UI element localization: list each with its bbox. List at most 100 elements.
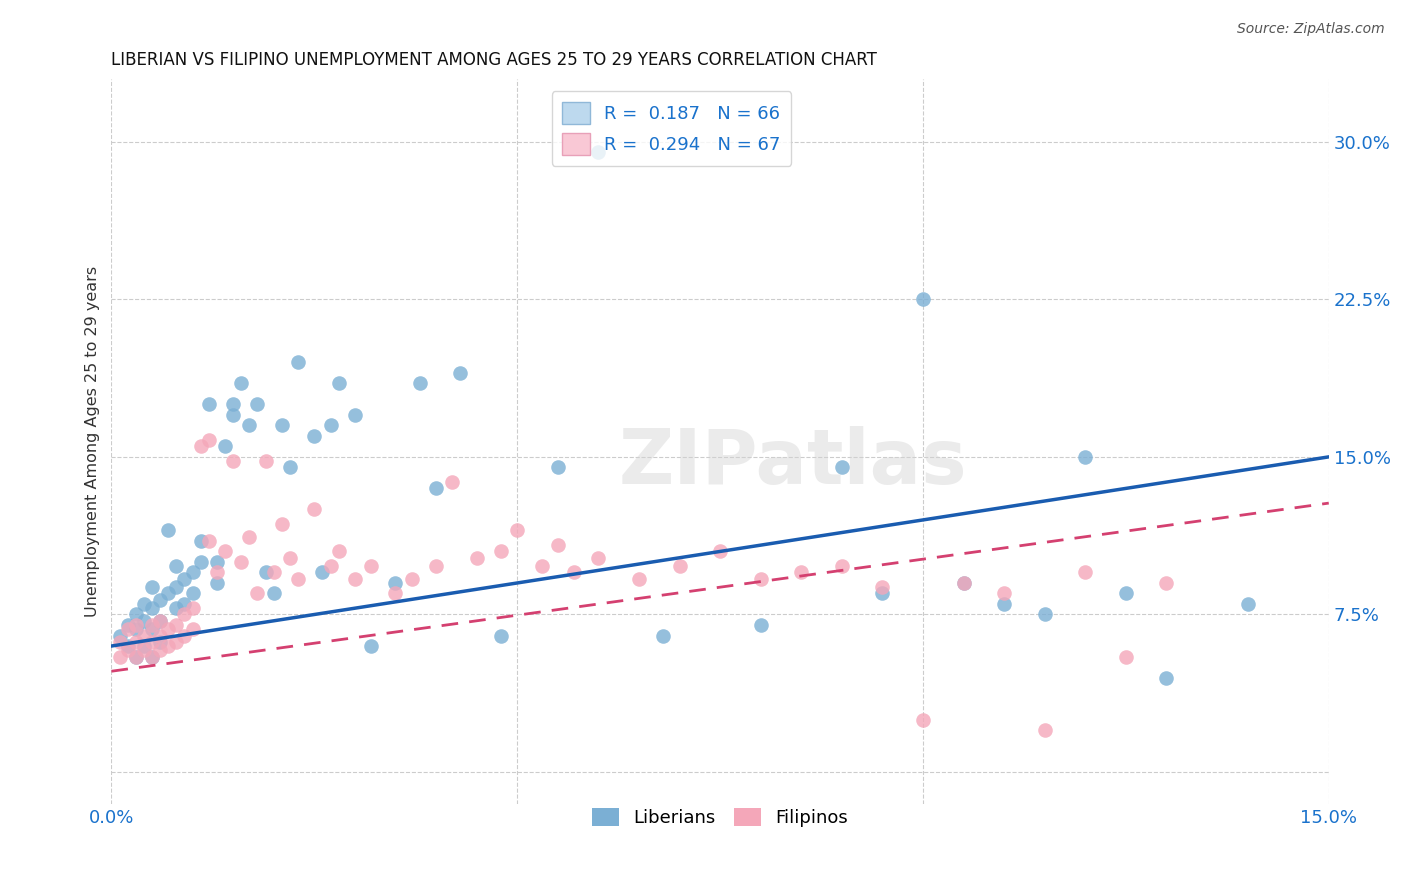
Point (1236, 597, 1258, 611)
Point (238, 418, 260, 433)
Point (125, 649, 148, 664)
Point (149, 614, 172, 628)
Point (231, 376, 253, 391)
Point (304, 429, 326, 443)
Point (952, 576, 974, 591)
Point (246, 397, 269, 411)
Point (132, 639, 155, 653)
Point (547, 538, 569, 552)
Point (214, 439, 236, 453)
Point (141, 622, 163, 636)
Point (141, 649, 163, 664)
Point (173, 572, 195, 586)
Point (125, 622, 148, 636)
Point (222, 408, 245, 422)
Point (125, 607, 148, 622)
Point (132, 628, 155, 642)
Point (181, 622, 204, 636)
Point (117, 622, 139, 636)
Point (278, 550, 301, 565)
Text: Source: ZipAtlas.com: Source: ZipAtlas.com (1237, 22, 1385, 37)
Point (425, 482, 447, 496)
Point (165, 580, 187, 594)
Y-axis label: Unemployment Among Ages 25 to 29 years: Unemployment Among Ages 25 to 29 years (86, 266, 100, 616)
Point (190, 555, 212, 569)
Point (181, 566, 204, 580)
Point (749, 572, 772, 586)
Point (125, 635, 148, 649)
Point (449, 366, 471, 380)
Point (157, 586, 180, 600)
Point (287, 355, 309, 369)
Point (270, 517, 292, 532)
Point (1115, 586, 1137, 600)
Point (749, 618, 772, 632)
Point (173, 628, 195, 642)
Point (384, 586, 406, 600)
Point (181, 586, 204, 600)
Point (343, 408, 366, 422)
Point (214, 544, 236, 558)
Point (343, 572, 366, 586)
Point (190, 439, 212, 453)
Point (319, 418, 342, 433)
Legend: Liberians, Filipinos: Liberians, Filipinos (585, 801, 855, 835)
Point (952, 576, 974, 591)
Point (205, 566, 228, 580)
Point (165, 559, 187, 574)
Point (831, 559, 853, 574)
Point (141, 601, 163, 615)
Point (165, 601, 187, 615)
Point (198, 397, 221, 411)
Point (304, 502, 326, 516)
Point (1074, 450, 1097, 464)
Point (222, 454, 245, 468)
Point (1033, 607, 1056, 622)
Point (117, 639, 139, 653)
Point (319, 559, 342, 574)
Point (117, 643, 139, 657)
Point (270, 418, 292, 433)
Point (547, 460, 569, 475)
Point (132, 643, 155, 657)
Point (506, 524, 529, 538)
Point (831, 460, 853, 475)
Point (588, 145, 610, 160)
Point (165, 635, 187, 649)
Point (993, 597, 1015, 611)
Point (401, 572, 423, 586)
Point (911, 713, 934, 727)
Point (165, 618, 187, 632)
Point (222, 397, 245, 411)
Point (125, 618, 148, 632)
Point (149, 614, 172, 628)
Point (489, 628, 512, 642)
Point (157, 639, 180, 653)
Point (465, 550, 488, 565)
Point (141, 635, 163, 649)
Point (141, 618, 163, 632)
Point (132, 597, 155, 611)
Point (790, 566, 813, 580)
Point (149, 643, 172, 657)
Point (360, 559, 382, 574)
Point (311, 566, 333, 580)
Point (238, 530, 260, 544)
Point (562, 566, 585, 580)
Text: LIBERIAN VS FILIPINO UNEMPLOYMENT AMONG AGES 25 TO 29 YEARS CORRELATION CHART: LIBERIAN VS FILIPINO UNEMPLOYMENT AMONG … (111, 51, 877, 69)
Point (246, 586, 269, 600)
Point (278, 460, 301, 475)
Point (872, 580, 894, 594)
Point (425, 559, 447, 574)
Point (360, 639, 382, 653)
Point (149, 628, 172, 642)
Point (1156, 671, 1178, 685)
Point (409, 376, 432, 391)
Point (231, 555, 253, 569)
Point (668, 559, 690, 574)
Point (1074, 566, 1097, 580)
Point (441, 475, 464, 489)
Point (141, 580, 163, 594)
Point (489, 544, 512, 558)
Point (173, 607, 195, 622)
